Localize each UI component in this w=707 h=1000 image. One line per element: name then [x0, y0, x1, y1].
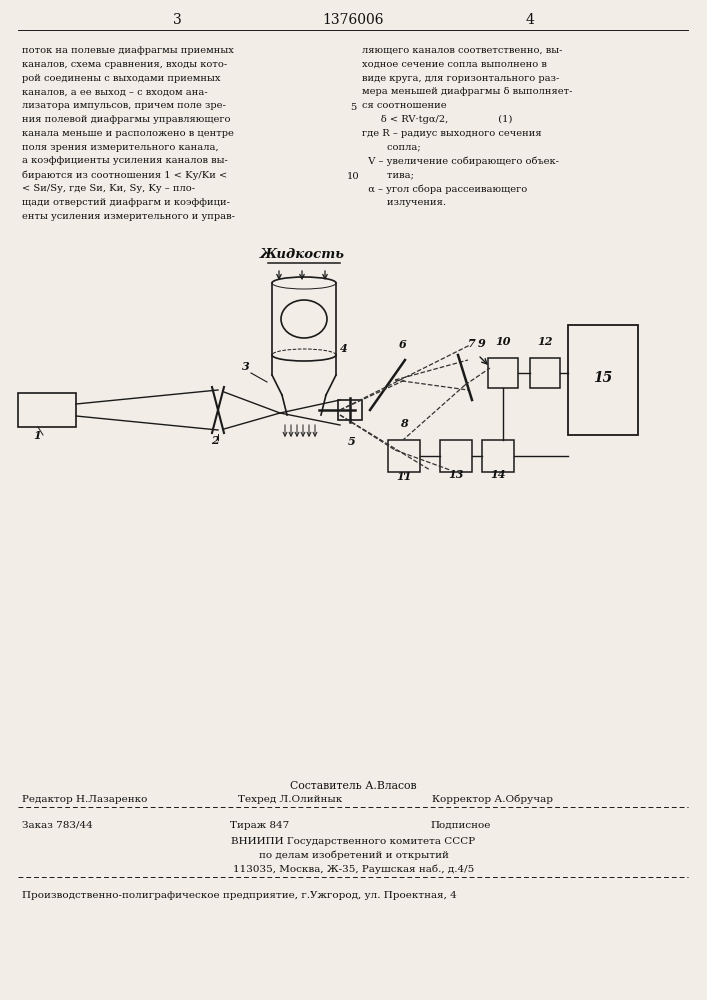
Bar	[440, 440, 472, 472]
Text: ляющего каналов соответственно, вы-: ляющего каналов соответственно, вы-	[362, 46, 563, 55]
Text: бираются из соотношения 1 < Kу/Kи <: бираются из соотношения 1 < Kу/Kи <	[22, 170, 227, 180]
Text: Производственно-полиграфическое предприятие, г.Ужгород, ул. Проектная, 4: Производственно-полиграфическое предприя…	[22, 891, 457, 900]
Text: щади отверстий диафрагм и коэффици-: щади отверстий диафрагм и коэффици-	[22, 198, 230, 207]
Text: Подписное: Подписное	[430, 821, 491, 830]
Text: 3: 3	[242, 361, 250, 372]
Text: сопла;: сопла;	[362, 143, 421, 152]
Text: Тираж 847: Тираж 847	[230, 821, 289, 830]
Text: по делам изобретений и открытий: по делам изобретений и открытий	[259, 851, 448, 860]
Text: мера меньшей диафрагмы δ выполняет-: мера меньшей диафрагмы δ выполняет-	[362, 87, 573, 96]
Text: Жидкость: Жидкость	[259, 248, 344, 261]
Text: поток на полевые диафрагмы приемных: поток на полевые диафрагмы приемных	[22, 46, 234, 55]
Text: 113035, Москва, Ж-35, Раушская наб., д.4/5: 113035, Москва, Ж-35, Раушская наб., д.4…	[233, 865, 474, 874]
Text: ходное сечение сопла выполнено в: ходное сечение сопла выполнено в	[362, 60, 547, 69]
Text: ся соотношение: ся соотношение	[362, 101, 447, 110]
Text: 2: 2	[211, 435, 219, 446]
Text: Корректор А.Обручар: Корректор А.Обручар	[432, 795, 553, 804]
Text: δ < RV·tgα/2,                (1): δ < RV·tgα/2, (1)	[362, 115, 513, 124]
Text: Заказ 783/44: Заказ 783/44	[22, 821, 93, 830]
Text: ВНИИПИ Государственного комитета СССР: ВНИИПИ Государственного комитета СССР	[231, 837, 476, 846]
Bar	[482, 440, 514, 472]
Text: 15: 15	[593, 371, 613, 385]
Text: 3: 3	[173, 13, 182, 27]
Text: излучения.: излучения.	[362, 198, 446, 207]
Text: 9: 9	[478, 338, 486, 349]
Bar	[388, 440, 420, 472]
Text: 1376006: 1376006	[323, 13, 384, 27]
Text: Техред Л.Олийнык: Техред Л.Олийнык	[238, 795, 342, 804]
Text: лизатора импульсов, причем поле зре-: лизатора импульсов, причем поле зре-	[22, 101, 226, 110]
Bar	[18, 393, 76, 427]
Text: где R – радиус выходного сечения: где R – радиус выходного сечения	[362, 129, 542, 138]
Text: V – увеличение собирающего объек-: V – увеличение собирающего объек-	[362, 156, 559, 166]
Text: рой соединены с выходами приемных: рой соединены с выходами приемных	[22, 74, 221, 83]
Text: каналов, схема сравнения, входы кото-: каналов, схема сравнения, входы кото-	[22, 60, 227, 69]
Text: Редактор Н.Лазаренко: Редактор Н.Лазаренко	[22, 795, 147, 804]
Text: 4: 4	[525, 13, 534, 27]
Bar	[530, 358, 560, 388]
Text: 5: 5	[348, 436, 356, 447]
Text: 1: 1	[33, 430, 41, 441]
Bar	[488, 358, 518, 388]
Text: ния полевой диафрагмы управляющего: ния полевой диафрагмы управляющего	[22, 115, 230, 124]
Text: виде круга, для горизонтального раз-: виде круга, для горизонтального раз-	[362, 74, 559, 83]
Text: 10: 10	[495, 336, 510, 347]
Bar	[338, 400, 362, 420]
Text: 14: 14	[490, 469, 506, 480]
Text: 4: 4	[340, 343, 348, 354]
Text: 12: 12	[537, 336, 553, 347]
Text: 5: 5	[351, 103, 356, 112]
Text: < Sи/Sу, где Sи, Kи, Sу, Kу – пло-: < Sи/Sу, где Sи, Kи, Sу, Kу – пло-	[22, 184, 195, 193]
Text: а коэффициенты усиления каналов вы-: а коэффициенты усиления каналов вы-	[22, 156, 228, 165]
Text: канала меньше и расположено в центре: канала меньше и расположено в центре	[22, 129, 234, 138]
Text: Составитель А.Власов: Составитель А.Власов	[290, 781, 417, 791]
Text: 11: 11	[396, 471, 411, 482]
Text: 8: 8	[400, 418, 408, 429]
Text: каналов, а ее выход – с входом ана-: каналов, а ее выход – с входом ана-	[22, 87, 208, 96]
Text: 10: 10	[347, 172, 360, 181]
Text: α – угол сбора рассеивающего: α – угол сбора рассеивающего	[362, 184, 527, 194]
Text: енты усиления измерительного и управ-: енты усиления измерительного и управ-	[22, 212, 235, 221]
Text: 7: 7	[468, 338, 476, 349]
Bar	[568, 325, 638, 435]
Text: поля зрения измерительного канала,: поля зрения измерительного канала,	[22, 143, 218, 152]
Text: 6: 6	[399, 339, 407, 350]
Text: 13: 13	[448, 469, 464, 480]
Text: тива;: тива;	[362, 170, 414, 179]
